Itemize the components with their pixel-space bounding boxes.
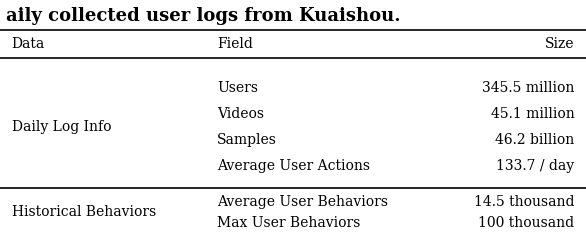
Text: 14.5 thousand: 14.5 thousand	[473, 195, 574, 209]
Text: 345.5 million: 345.5 million	[482, 81, 574, 96]
Text: Historical Behaviors: Historical Behaviors	[12, 205, 156, 219]
Text: Average User Behaviors: Average User Behaviors	[217, 195, 388, 209]
Text: Videos: Videos	[217, 107, 264, 122]
Text: 45.1 million: 45.1 million	[490, 107, 574, 122]
Text: Size: Size	[545, 37, 574, 51]
Text: Data: Data	[12, 37, 45, 51]
Text: 133.7 / day: 133.7 / day	[496, 159, 574, 173]
Text: Users: Users	[217, 81, 258, 96]
Text: 100 thousand: 100 thousand	[478, 216, 574, 230]
Text: aily collected user logs from Kuaishou.: aily collected user logs from Kuaishou.	[6, 7, 400, 25]
Text: Samples: Samples	[217, 133, 277, 148]
Text: Max User Behaviors: Max User Behaviors	[217, 216, 360, 230]
Text: Field: Field	[217, 37, 253, 51]
Text: Average User Actions: Average User Actions	[217, 159, 370, 173]
Text: Daily Log Info: Daily Log Info	[12, 120, 111, 135]
Text: 46.2 billion: 46.2 billion	[495, 133, 574, 148]
